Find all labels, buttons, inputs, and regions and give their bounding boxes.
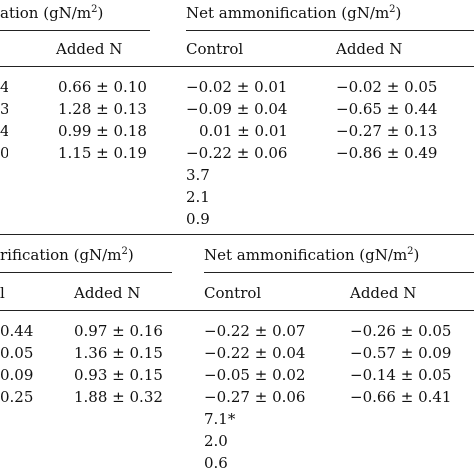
top-row-4-control-2: −0.22 ± 0.06 (186, 144, 288, 162)
top-group1-header: ation (gN/m2) (0, 4, 104, 22)
bottom-row-4-control-1: 0.25 (0, 388, 34, 406)
bottom-row-7-control-2: 0.6 (204, 454, 228, 472)
bottom-row-3-added-n-2: −0.14 ± 0.05 (350, 366, 452, 384)
bottom-group2-rule (204, 272, 474, 273)
top-row-3-edge: 4 (0, 122, 8, 140)
top-group1-rule (0, 30, 150, 31)
bottom-group1-header: rification (gN/m2) (0, 246, 134, 264)
bottom-row-1-control-2: −0.22 ± 0.07 (204, 322, 306, 340)
bottom-row-1-control-1: 0.44 (0, 322, 34, 340)
bottom-row-2-added-n-2: −0.57 ± 0.09 (350, 344, 452, 362)
top-row-2-added-n-2: −0.65 ± 0.44 (336, 100, 438, 118)
bottom-group2-header: Net ammonification (gN/m2) (204, 246, 420, 264)
bottom-row-3-control-1: 0.09 (0, 366, 34, 384)
top-row-7-control-2: 0.9 (186, 210, 210, 228)
top-row-1-edge: 4 (0, 78, 8, 96)
top-row-2-edge: 3 (0, 100, 8, 118)
top-col-added-n-2: Added N (336, 40, 403, 58)
bottom-row-1-added-n-2: −0.26 ± 0.05 (350, 322, 452, 340)
top-col-control-2: Control (186, 40, 244, 58)
top-row-3-added-n-1: 0.99 ± 0.18 (58, 122, 147, 140)
bottom-row-5-control-2: 7.1* (204, 410, 236, 428)
bottom-row-2-added-n-1: 1.36 ± 0.15 (74, 344, 163, 362)
top-row-1-control-2: −0.02 ± 0.01 (186, 78, 288, 96)
top-row-4-edge: 0 (0, 144, 8, 162)
bottom-row-2-control-1: 0.05 (0, 344, 34, 362)
top-col-added-n-1: Added N (56, 40, 123, 58)
bottom-row-4-added-n-1: 1.88 ± 0.32 (74, 388, 163, 406)
bottom-col-control-1-edge: l (0, 284, 5, 302)
top-bottom-rule (0, 234, 474, 235)
top-row-6-control-2: 2.1 (186, 188, 210, 206)
top-header-rule (0, 66, 474, 67)
bottom-row-3-added-n-1: 0.93 ± 0.15 (74, 366, 163, 384)
top-row-2-added-n-1: 1.28 ± 0.13 (58, 100, 147, 118)
top-row-4-added-n-2: −0.86 ± 0.49 (336, 144, 438, 162)
bottom-row-6-control-2: 2.0 (204, 432, 228, 450)
bottom-row-4-control-2: −0.27 ± 0.06 (204, 388, 306, 406)
top-row-4-added-n-1: 1.15 ± 0.19 (58, 144, 147, 162)
top-row-5-control-2: 3.7 (186, 166, 210, 184)
top-group2-header: Net ammonification (gN/m2) (186, 4, 402, 22)
top-row-2-control-2: −0.09 ± 0.04 (186, 100, 288, 118)
bottom-col-added-n-1: Added N (74, 284, 141, 302)
bottom-col-added-n-2: Added N (350, 284, 417, 302)
bottom-row-2-control-2: −0.22 ± 0.04 (204, 344, 306, 362)
top-row-1-added-n-2: −0.02 ± 0.05 (336, 78, 438, 96)
bottom-row-1-added-n-1: 0.97 ± 0.16 (74, 322, 163, 340)
bottom-group1-rule (0, 272, 172, 273)
bottom-header-rule (0, 310, 474, 311)
bottom-row-4-added-n-2: −0.66 ± 0.41 (350, 388, 452, 406)
bottom-col-control-2: Control (204, 284, 262, 302)
top-row-3-added-n-2: −0.27 ± 0.13 (336, 122, 438, 140)
top-group2-rule (186, 30, 474, 31)
top-row-3-control-2: 0.01 ± 0.01 (199, 122, 288, 140)
bottom-row-3-control-2: −0.05 ± 0.02 (204, 366, 306, 384)
top-row-1-added-n-1: 0.66 ± 0.10 (58, 78, 147, 96)
